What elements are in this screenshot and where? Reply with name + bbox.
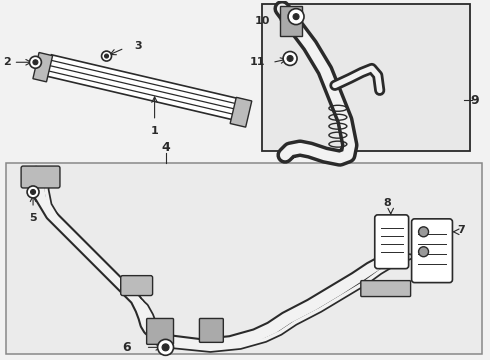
Circle shape bbox=[293, 14, 299, 20]
FancyBboxPatch shape bbox=[361, 280, 411, 297]
FancyBboxPatch shape bbox=[6, 163, 482, 354]
Circle shape bbox=[104, 54, 108, 58]
Circle shape bbox=[283, 51, 297, 66]
Circle shape bbox=[418, 227, 429, 237]
Text: 7: 7 bbox=[458, 225, 465, 235]
Text: 4: 4 bbox=[161, 141, 170, 154]
FancyBboxPatch shape bbox=[147, 319, 173, 345]
Circle shape bbox=[418, 247, 429, 257]
Text: 9: 9 bbox=[471, 94, 479, 107]
FancyBboxPatch shape bbox=[199, 319, 223, 342]
Bar bbox=[280, 6, 302, 36]
FancyBboxPatch shape bbox=[121, 276, 152, 296]
FancyBboxPatch shape bbox=[21, 166, 60, 188]
Text: 6: 6 bbox=[122, 341, 131, 354]
Text: 2: 2 bbox=[3, 57, 10, 67]
FancyBboxPatch shape bbox=[412, 219, 452, 283]
Text: 5: 5 bbox=[29, 213, 37, 223]
Circle shape bbox=[288, 9, 304, 24]
Text: 11: 11 bbox=[250, 58, 265, 67]
FancyBboxPatch shape bbox=[47, 55, 243, 121]
Circle shape bbox=[27, 186, 39, 198]
Text: 1: 1 bbox=[151, 126, 158, 136]
Circle shape bbox=[33, 60, 38, 65]
Circle shape bbox=[101, 51, 112, 61]
FancyBboxPatch shape bbox=[375, 215, 409, 269]
FancyBboxPatch shape bbox=[262, 4, 470, 151]
Circle shape bbox=[30, 189, 36, 194]
Circle shape bbox=[29, 56, 41, 68]
Bar bbox=[33, 53, 52, 82]
Text: 10: 10 bbox=[255, 15, 270, 26]
Bar bbox=[230, 97, 252, 127]
Circle shape bbox=[287, 55, 293, 62]
Text: 8: 8 bbox=[384, 198, 392, 208]
Circle shape bbox=[162, 344, 169, 351]
Text: 3: 3 bbox=[134, 41, 142, 51]
Circle shape bbox=[158, 339, 173, 355]
